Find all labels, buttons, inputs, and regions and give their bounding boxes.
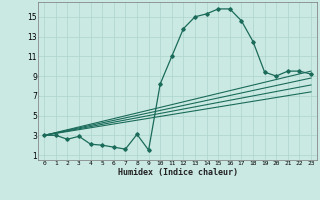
X-axis label: Humidex (Indice chaleur): Humidex (Indice chaleur) [118, 168, 238, 177]
